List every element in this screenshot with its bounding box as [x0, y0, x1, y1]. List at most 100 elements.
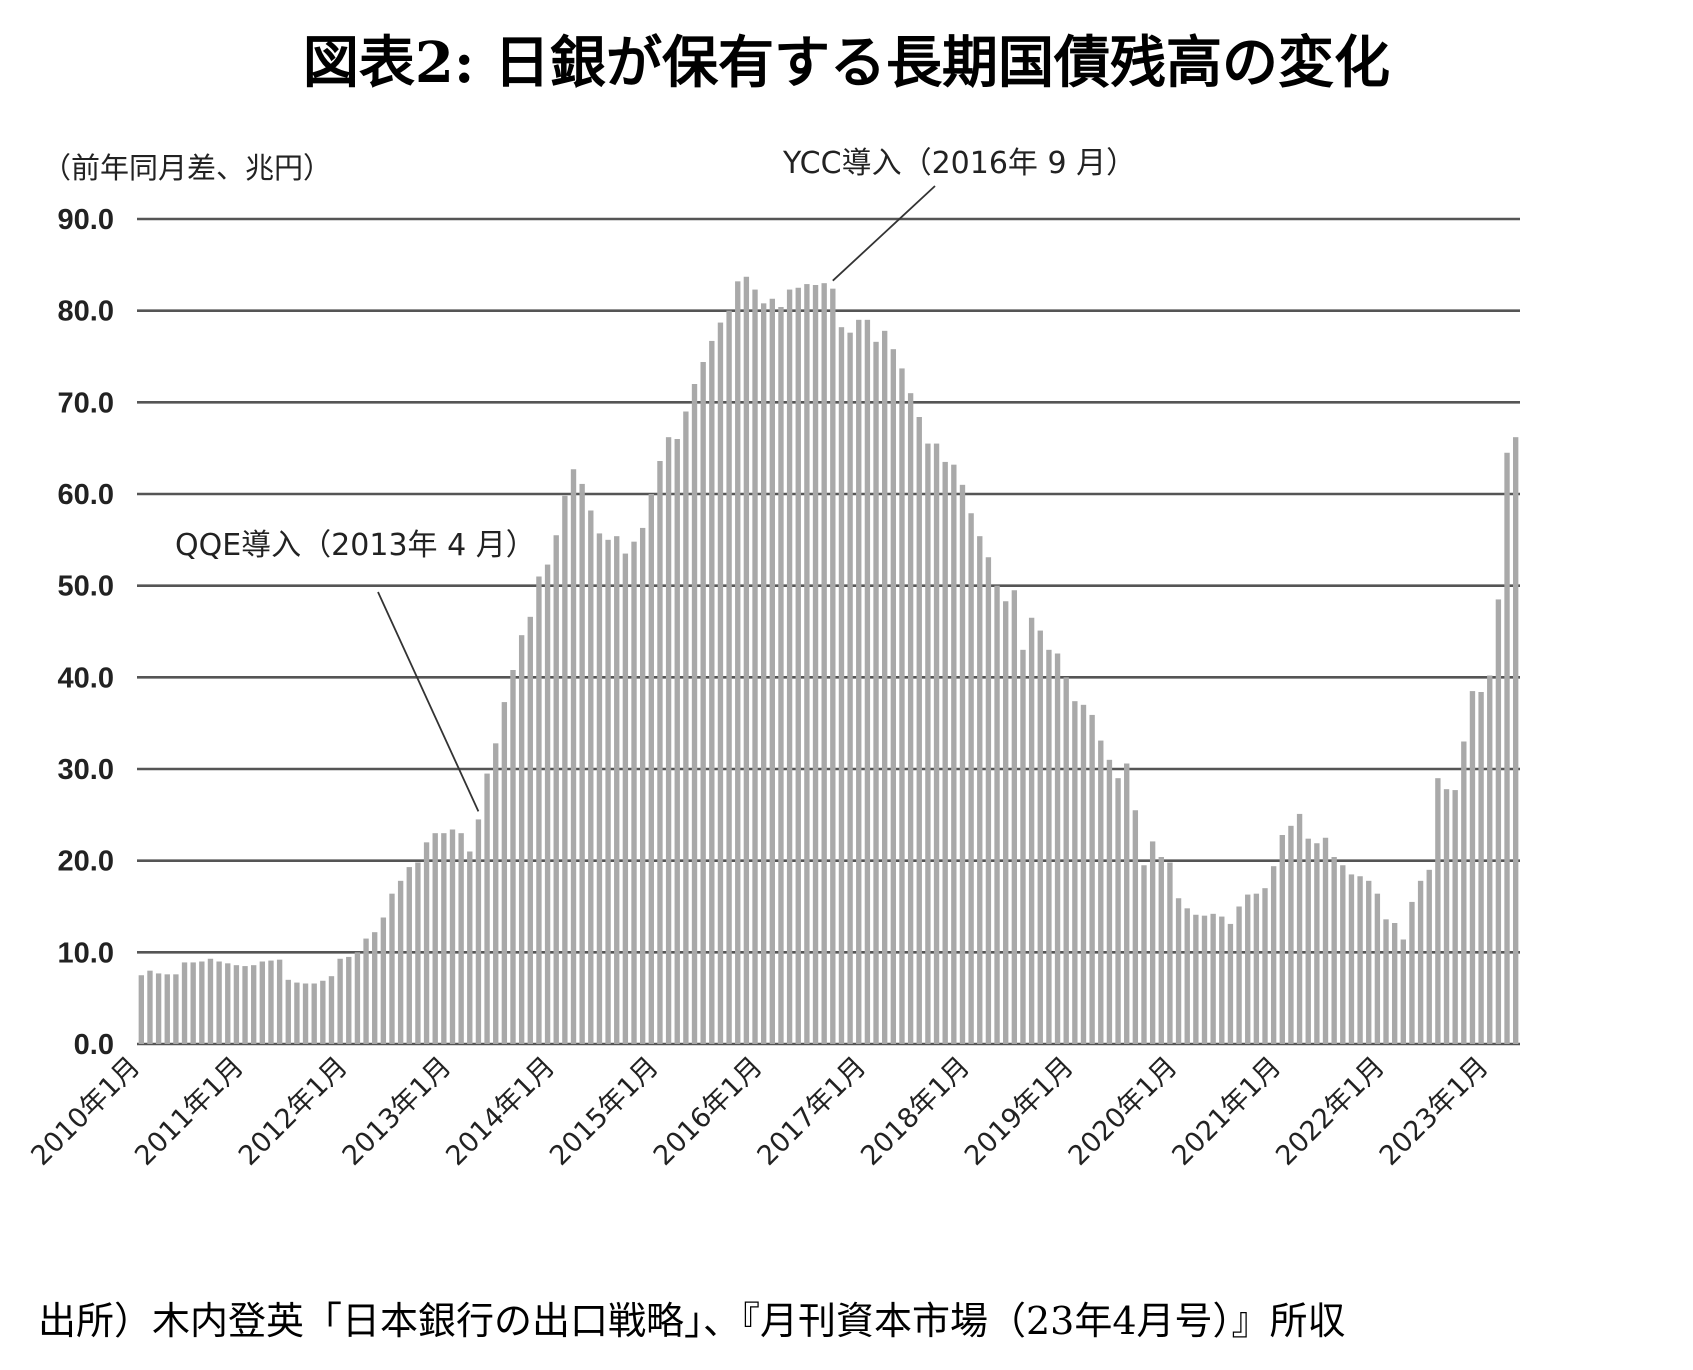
- bar: [942, 461, 948, 1044]
- bar: [475, 819, 482, 1044]
- bar: [276, 959, 283, 1044]
- bar: [899, 368, 905, 1044]
- bar: [1417, 880, 1424, 1044]
- bar: [501, 702, 508, 1044]
- bar: [518, 635, 525, 1044]
- bar: [415, 862, 421, 1044]
- bar: [1400, 939, 1406, 1044]
- bar: [804, 284, 810, 1045]
- x-tick-label: 2018年1月: [855, 1051, 976, 1172]
- bar: [700, 362, 706, 1044]
- bar: [268, 960, 274, 1044]
- bar: [233, 965, 240, 1044]
- source-note: 出所）木内登英「日本銀行の出口戦略」、『月刊資本市場（23年4月号）』所収: [38, 1299, 1346, 1343]
- bar: [856, 319, 862, 1045]
- bar: [717, 322, 724, 1045]
- bar: [1098, 740, 1104, 1044]
- bar: [328, 976, 335, 1044]
- y-axis-ticks: 0.0 10.0 20.0 30.0 40.0 50.0 60.0 70.0 80.0 90.0: [58, 204, 114, 1061]
- bar: [1366, 880, 1372, 1044]
- bar: [786, 289, 793, 1045]
- bar: [155, 973, 162, 1044]
- bar: [674, 439, 680, 1044]
- bar: [605, 539, 611, 1044]
- bar: [631, 541, 637, 1044]
- bar: [164, 974, 170, 1044]
- gridlines: [137, 217, 1520, 1046]
- x-axis-ticks: 2010年1月2011年1月2012年1月2013年1月2014年1月2015年…: [25, 1051, 1494, 1172]
- bar: [873, 341, 879, 1045]
- bars: [138, 276, 1519, 1045]
- bar: [1106, 759, 1113, 1044]
- bar: [1322, 837, 1329, 1044]
- bar: [821, 283, 827, 1044]
- bar: [406, 867, 412, 1044]
- y-tick-label: 0.0: [74, 1029, 114, 1061]
- bar: [760, 303, 767, 1045]
- bar: [579, 483, 585, 1044]
- bar: [959, 484, 966, 1045]
- bar: [1245, 894, 1251, 1044]
- bar: [337, 958, 343, 1044]
- bar: [242, 966, 248, 1044]
- bar: [933, 443, 940, 1045]
- x-tick-label: 2011年1月: [129, 1051, 250, 1172]
- bar: [994, 585, 1000, 1044]
- bar: [259, 961, 266, 1044]
- bar: [1461, 741, 1467, 1044]
- x-tick-label: 2016年1月: [648, 1051, 769, 1172]
- annotations: QQE導入（2013年 4 月） YCC導入（2016年 9 月）: [175, 146, 1136, 812]
- bar: [1063, 677, 1069, 1044]
- bar: [354, 952, 361, 1044]
- bar: [1124, 763, 1130, 1044]
- x-tick-label: 2015年1月: [544, 1051, 665, 1172]
- bar: [769, 298, 775, 1044]
- bar: [588, 510, 594, 1044]
- bar: [1391, 923, 1398, 1044]
- bar: [1296, 813, 1303, 1044]
- bar: [173, 974, 179, 1044]
- bar: [1072, 701, 1078, 1044]
- bar: [1011, 590, 1018, 1044]
- bar: [743, 276, 750, 1044]
- bar: [1314, 843, 1320, 1044]
- bar: [882, 330, 888, 1045]
- bar: [1167, 862, 1173, 1044]
- bar: [1279, 835, 1285, 1044]
- annotation-label: YCC導入（2016年 9 月）: [782, 146, 1136, 181]
- bar: [1020, 649, 1026, 1044]
- bar: [1003, 601, 1009, 1044]
- annotation-leader-line: [377, 591, 480, 812]
- bar: [639, 527, 646, 1044]
- bar: [1383, 919, 1389, 1044]
- bar: [778, 307, 784, 1044]
- bar: [1175, 898, 1182, 1044]
- x-tick-label: 2017年1月: [752, 1051, 873, 1172]
- bar: [1435, 778, 1441, 1044]
- bar: [1348, 874, 1355, 1044]
- bar: [1262, 888, 1268, 1044]
- bar: [985, 557, 992, 1044]
- bar: [441, 833, 447, 1044]
- bar: [1409, 901, 1415, 1044]
- x-tick-label: 2023年1月: [1374, 1051, 1495, 1172]
- bar: [1443, 789, 1450, 1044]
- bar: [311, 983, 317, 1044]
- bar: [1046, 649, 1052, 1044]
- bar: [251, 965, 257, 1044]
- bar: [147, 970, 153, 1044]
- bar: [553, 535, 559, 1044]
- bar: [320, 980, 326, 1044]
- bar: [432, 833, 438, 1044]
- bar: [1452, 790, 1458, 1044]
- bar: [207, 958, 214, 1044]
- bar: [726, 310, 732, 1044]
- x-tick-label: 2014年1月: [440, 1051, 561, 1172]
- bar: [493, 743, 499, 1044]
- y-tick-label: 70.0: [58, 387, 114, 419]
- y-tick-label: 10.0: [58, 937, 114, 969]
- bar: [977, 536, 983, 1044]
- chart-title: 図表2: 日銀が保有する長期国債残高の変化: [302, 30, 1391, 96]
- bar: [181, 962, 188, 1044]
- y-tick-label: 40.0: [58, 662, 114, 694]
